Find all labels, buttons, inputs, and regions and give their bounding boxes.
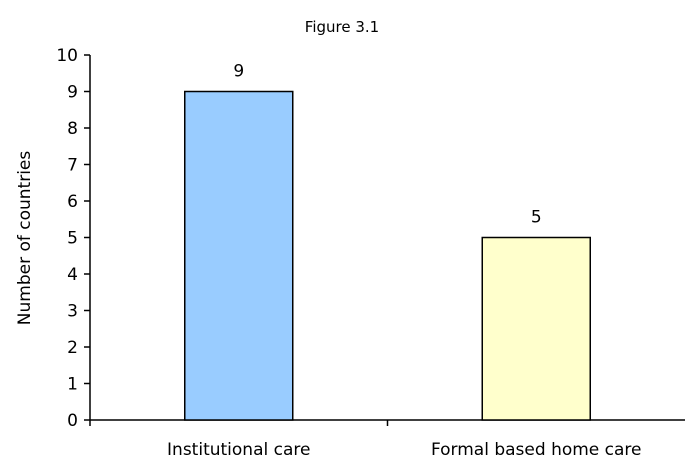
chart-title: Figure 3.1 <box>305 18 379 36</box>
x-category-label: Institutional care <box>167 440 310 460</box>
y-tick-label: 1 <box>67 375 78 395</box>
bar <box>184 90 294 421</box>
y-tick-label: 0 <box>67 411 78 431</box>
y-tick-label: 3 <box>67 302 78 322</box>
y-tick-label: 10 <box>56 46 78 66</box>
data-label: 9 <box>233 62 244 82</box>
y-axis-title: Number of countries <box>15 151 35 326</box>
y-tick-label: 7 <box>67 156 78 176</box>
data-label: 5 <box>531 208 542 228</box>
bar <box>481 236 591 421</box>
y-tick-label: 9 <box>67 83 78 103</box>
y-tick-label: 4 <box>67 265 78 285</box>
y-tick-label: 5 <box>67 229 78 249</box>
y-tick-label: 8 <box>67 119 78 139</box>
x-category-label: Formal based home care <box>431 440 642 460</box>
plot-area: 0 1 2 3 4 5 6 7 8 9 10 9 Institutional care 5 Formal b… <box>56 46 685 460</box>
y-tick-label: 6 <box>67 192 78 212</box>
y-tick-label: 2 <box>67 338 78 358</box>
